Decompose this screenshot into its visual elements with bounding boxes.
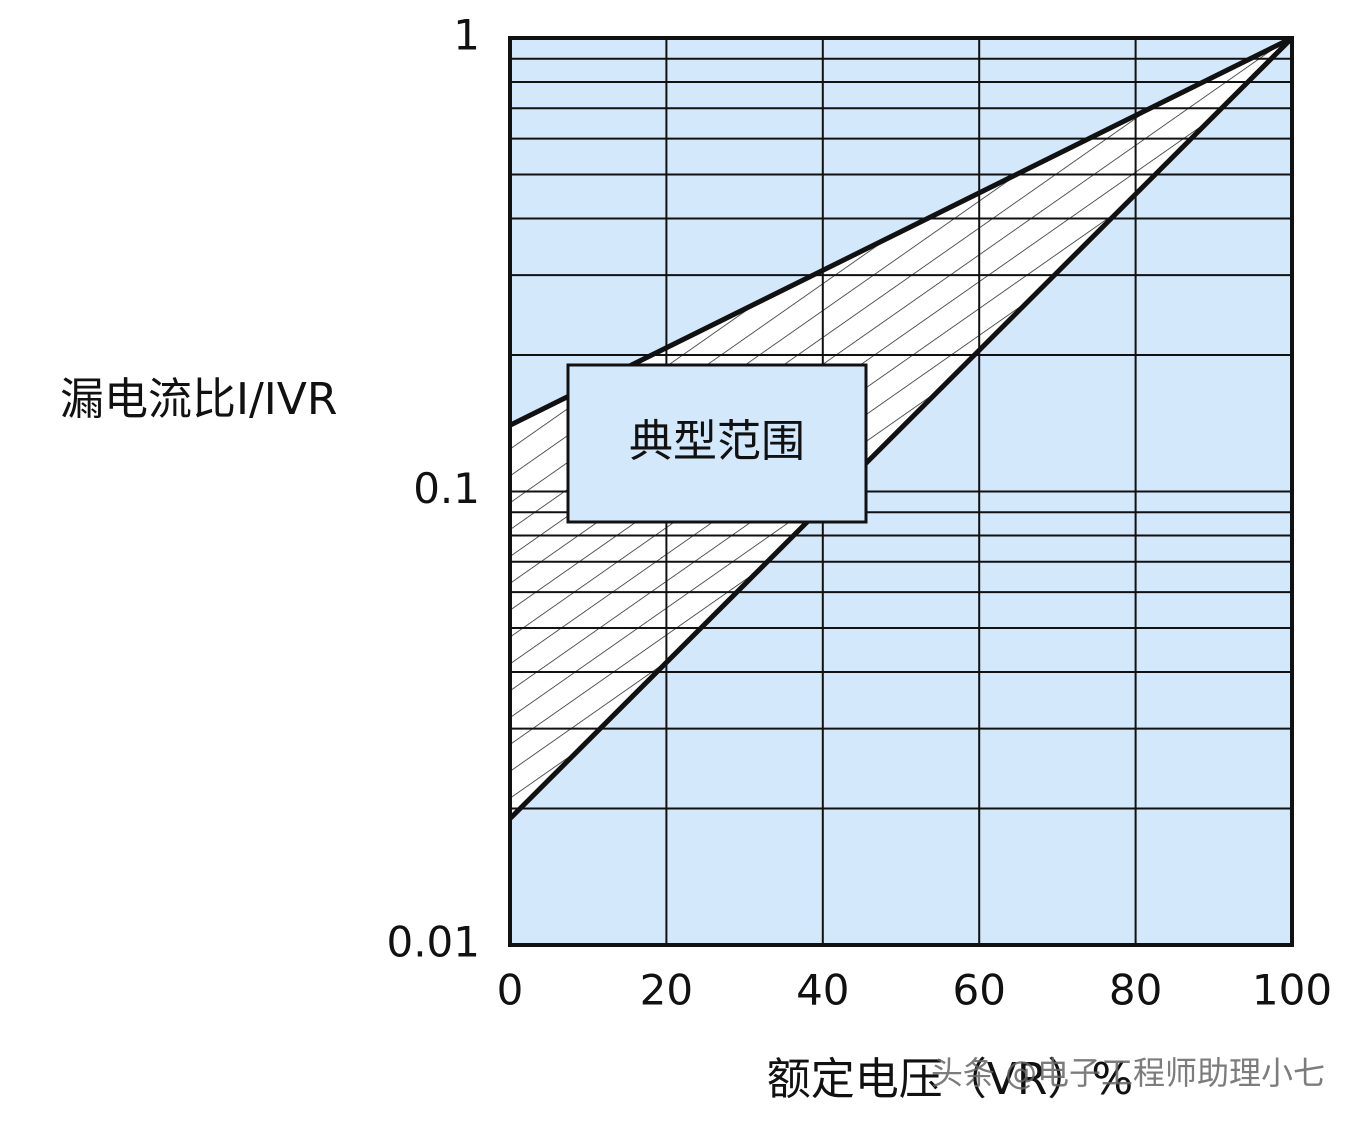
y-tick-label: 0.01: [386, 918, 480, 967]
annotation: 典型范围: [629, 416, 805, 467]
x-axis-label: 额定电压（VR）%: [767, 1054, 1133, 1105]
x-tick-label: 20: [640, 966, 693, 1015]
x-tick-label: 100: [1252, 966, 1332, 1015]
annotation-box: [566, 363, 868, 524]
y-axis-label: 漏电流比I/IVR: [60, 374, 337, 425]
x-tick-label: 40: [796, 966, 849, 1015]
y-tick-label: 0.1: [413, 464, 480, 513]
line: [508, 36, 1294, 821]
plot: 0.01 0.1 1 0 20 40 60 80 100 典型范围: [386, 11, 1332, 1015]
x-tick-label: 0: [497, 966, 524, 1015]
line: [508, 35, 1294, 428]
x-tick-label: 60: [952, 966, 1005, 1015]
y-tick-label: 1: [453, 11, 480, 60]
x-tick-label: 80: [1109, 966, 1162, 1015]
plot-border: [508, 36, 1294, 947]
watermark: 头条 @电子工程师助理小七: [931, 1054, 1325, 1092]
